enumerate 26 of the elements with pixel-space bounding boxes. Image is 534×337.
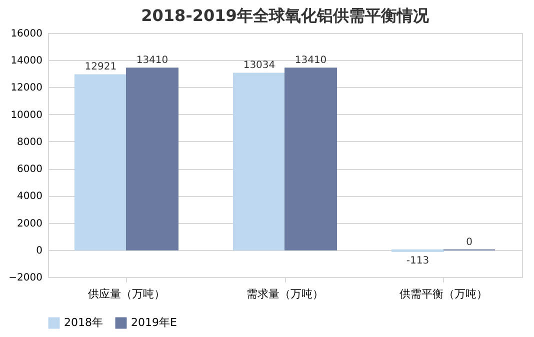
chart-title: 2018-2019年全球氧化铝供需平衡情况 — [141, 6, 430, 25]
bar — [232, 72, 286, 250]
data-label: 13410 — [294, 55, 327, 66]
y-tick-label: 12000 — [10, 82, 42, 94]
x-tick-label: 供需平衡（万吨） — [400, 288, 488, 300]
bar — [126, 68, 178, 250]
legend-label: 2019年E — [131, 316, 177, 329]
data-label: 13034 — [243, 60, 276, 72]
legend-label: 2018年 — [64, 316, 103, 329]
y-tick-label: −2000 — [8, 272, 42, 284]
y-tick-label: 16000 — [10, 28, 42, 40]
y-tick-label: 14000 — [10, 56, 42, 67]
data-label: 0 — [466, 236, 472, 248]
x-tick-label: 供应量（万吨） — [88, 288, 165, 300]
y-tick-label: 2000 — [17, 218, 42, 230]
data-label: 12921 — [84, 62, 117, 73]
y-tick-label: 4000 — [17, 191, 42, 202]
bar — [284, 68, 338, 250]
y-tick-label: 8000 — [17, 136, 42, 148]
x-tick-label: 需求量（万吨） — [246, 288, 324, 300]
data-label: 13410 — [136, 55, 168, 66]
y-tick-label: 6000 — [17, 164, 42, 176]
data-label: -113 — [406, 255, 430, 266]
y-tick-label: 0 — [36, 245, 42, 256]
bar — [74, 74, 127, 250]
y-tick-label: 10000 — [10, 110, 42, 121]
